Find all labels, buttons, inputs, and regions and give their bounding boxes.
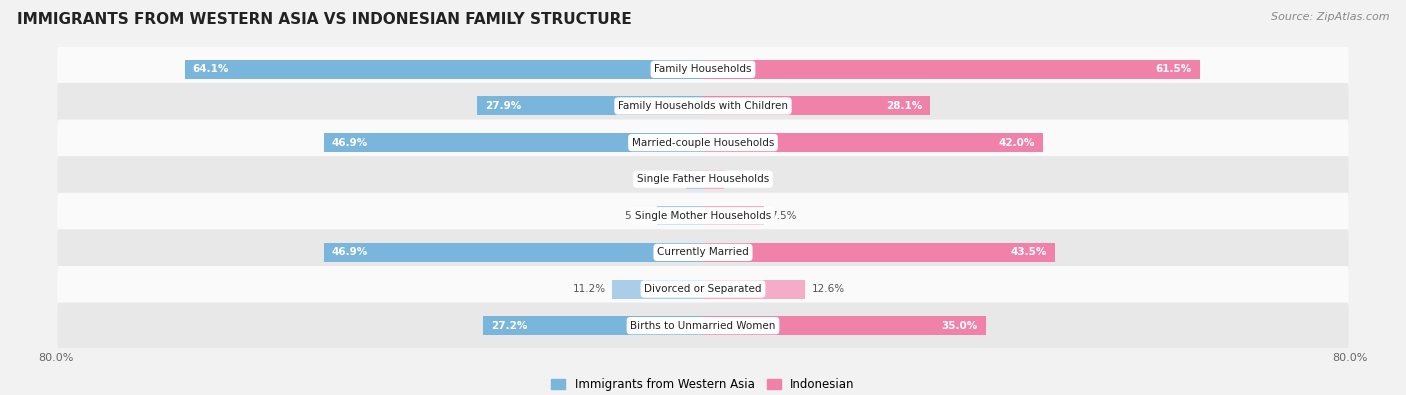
Text: Births to Unmarried Women: Births to Unmarried Women: [630, 321, 776, 331]
Text: 5.7%: 5.7%: [624, 211, 651, 221]
Text: 2.1%: 2.1%: [652, 174, 679, 184]
Bar: [478, 96, 703, 115]
FancyBboxPatch shape: [58, 120, 1348, 166]
Text: Currently Married: Currently Married: [657, 247, 749, 258]
Bar: [703, 316, 986, 335]
FancyBboxPatch shape: [58, 46, 1348, 92]
Text: Family Households: Family Households: [654, 64, 752, 74]
FancyBboxPatch shape: [58, 156, 1348, 202]
FancyBboxPatch shape: [58, 229, 1348, 275]
Text: Divorced or Separated: Divorced or Separated: [644, 284, 762, 294]
Bar: [703, 206, 763, 225]
Bar: [703, 60, 1201, 79]
Bar: [323, 243, 703, 262]
Text: 2.6%: 2.6%: [731, 174, 756, 184]
FancyBboxPatch shape: [58, 266, 1348, 312]
Text: 11.2%: 11.2%: [572, 284, 606, 294]
Bar: [657, 206, 703, 225]
Text: 61.5%: 61.5%: [1156, 64, 1192, 74]
FancyBboxPatch shape: [58, 193, 1348, 239]
Text: Family Households with Children: Family Households with Children: [619, 101, 787, 111]
Text: Source: ZipAtlas.com: Source: ZipAtlas.com: [1271, 12, 1389, 22]
Text: 35.0%: 35.0%: [942, 321, 979, 331]
Text: Single Father Households: Single Father Households: [637, 174, 769, 184]
Text: 12.6%: 12.6%: [811, 284, 845, 294]
Text: 42.0%: 42.0%: [998, 137, 1035, 148]
FancyBboxPatch shape: [58, 303, 1348, 349]
Bar: [703, 243, 1054, 262]
Text: 27.2%: 27.2%: [491, 321, 527, 331]
FancyBboxPatch shape: [58, 83, 1348, 129]
Bar: [484, 316, 703, 335]
Bar: [703, 133, 1043, 152]
Text: 43.5%: 43.5%: [1011, 247, 1046, 258]
Legend: Immigrants from Western Asia, Indonesian: Immigrants from Western Asia, Indonesian: [547, 373, 859, 395]
Text: Single Mother Households: Single Mother Households: [636, 211, 770, 221]
Bar: [703, 96, 931, 115]
Bar: [184, 60, 703, 79]
Text: 28.1%: 28.1%: [886, 101, 922, 111]
Bar: [703, 170, 724, 189]
Bar: [686, 170, 703, 189]
Text: 46.9%: 46.9%: [332, 137, 368, 148]
Text: 27.9%: 27.9%: [485, 101, 522, 111]
Text: 46.9%: 46.9%: [332, 247, 368, 258]
Text: Married-couple Households: Married-couple Households: [631, 137, 775, 148]
Bar: [323, 133, 703, 152]
Bar: [703, 280, 804, 299]
Bar: [613, 280, 703, 299]
Text: 64.1%: 64.1%: [193, 64, 229, 74]
Text: IMMIGRANTS FROM WESTERN ASIA VS INDONESIAN FAMILY STRUCTURE: IMMIGRANTS FROM WESTERN ASIA VS INDONESI…: [17, 12, 631, 27]
Text: 7.5%: 7.5%: [770, 211, 797, 221]
